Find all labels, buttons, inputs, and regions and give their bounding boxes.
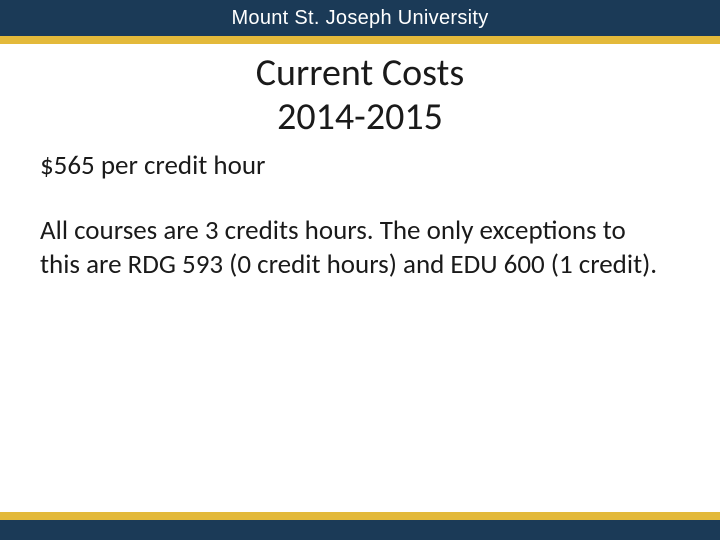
slide-content: Current Costs 2014-2015 $565 per credit …: [0, 44, 720, 512]
accent-bar-top: [0, 36, 720, 44]
title-line-1: Current Costs: [256, 50, 464, 96]
slide-title: Current Costs 2014-2015: [40, 52, 680, 139]
accent-bar-bottom: [0, 512, 720, 520]
title-line-2: 2014-2015: [277, 94, 443, 140]
header-band: Mount St. Joseph University: [0, 0, 720, 36]
body-paragraph: All courses are 3 credits hours. The onl…: [40, 214, 660, 282]
footer-band: [0, 520, 720, 540]
institution-name: Mount St. Joseph University: [231, 7, 488, 30]
cost-per-credit: $565 per credit hour: [40, 149, 680, 182]
